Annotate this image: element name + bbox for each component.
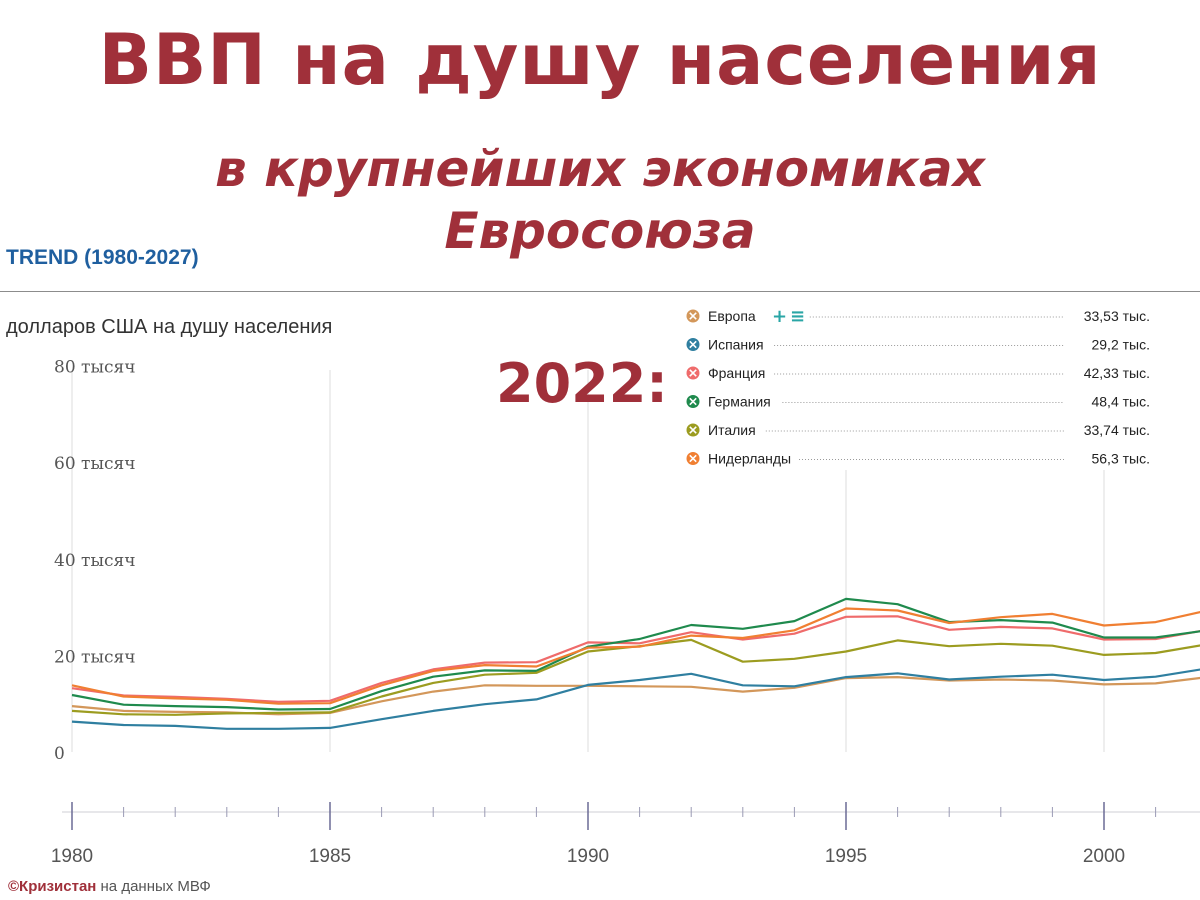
series-line-5 [71, 607, 1200, 705]
x-tick-label: 1985 [309, 846, 351, 867]
series-line-3 [71, 597, 1200, 711]
series-line-2 [71, 615, 1200, 703]
legend-value: 33,53 тыс. [1084, 308, 1150, 324]
legend-item[interactable]: Нидерланды 56,3 тыс. [686, 451, 1151, 467]
legend-item[interactable]: Европа 33,53 тыс. + ≡ [686, 306, 1151, 327]
legend-remove-icon [689, 426, 697, 434]
source-credit: ©Кризистан на данных МВФ [8, 878, 211, 895]
add-icon[interactable]: + [772, 306, 787, 327]
units-label: долларов США на душу населения [6, 316, 333, 338]
legend-label: Франция [708, 365, 765, 381]
legend-item[interactable]: Испания 29,2 тыс. [686, 337, 1151, 353]
legend-value: 42,33 тыс. [1084, 365, 1150, 381]
x-axis: 198019851990199520002005201020152020 [51, 802, 1200, 867]
legend-item[interactable]: Германия 48,4 тыс. [686, 394, 1151, 410]
y-tick-label: 0 [54, 744, 65, 764]
x-tick-label: 1990 [567, 846, 609, 867]
legend-value: 29,2 тыс. [1091, 337, 1150, 353]
x-tick-label: 1980 [51, 846, 93, 867]
legend-remove-icon [689, 397, 697, 406]
y-tick-label: 20 тысяч [54, 647, 135, 667]
subtitle-line-1: в крупнейших экономиках [215, 140, 985, 198]
legend-remove-icon [689, 369, 697, 377]
y-axis-labels: 80 тысяч 60 тысяч 40 тысяч 20 тысяч 0 [54, 358, 135, 764]
legend-label: Нидерланды [708, 451, 791, 467]
legend-background [676, 300, 1156, 470]
series-line-1 [71, 668, 1200, 730]
y-tick-label: 80 тысяч [54, 358, 135, 378]
legend-value: 33,74 тыс. [1084, 422, 1150, 438]
trend-label: TREND (1980-2027) [6, 246, 199, 269]
header-divider [0, 291, 1200, 292]
legend-value: 56,3 тыс. [1091, 451, 1150, 467]
legend-item[interactable]: Франция 42,33 тыс. [686, 365, 1151, 381]
legend-remove-icon [689, 454, 697, 463]
legend-item[interactable]: Италия 33,74 тыс. [686, 422, 1151, 438]
x-tick-label: 1995 [825, 846, 867, 867]
legend-value: 48,4 тыс. [1091, 394, 1150, 410]
series-line-4 [71, 638, 1200, 716]
page-subtitle: в крупнейших экономиках Евросоюза [0, 138, 1200, 262]
legend-label: Европа [708, 308, 756, 324]
series-lines [71, 597, 1200, 730]
legend-label: Италия [708, 422, 756, 438]
series-line-0 [71, 675, 1200, 716]
source-text: на данных МВФ [96, 878, 211, 895]
x-tick-label: 2000 [1083, 846, 1125, 867]
legend-remove-icon [689, 340, 697, 349]
subtitle-line-2: Евросоюза [444, 202, 756, 260]
highlight-year: 2022: [496, 352, 668, 415]
y-tick-label: 60 тысяч [54, 454, 135, 474]
legend-label: Испания [708, 337, 764, 353]
legend-remove-icon [689, 312, 697, 320]
legend: Европа 33,53 тыс. + ≡ Испания 29,2 тыс. Франци… [676, 300, 1156, 470]
legend-label: Германия [708, 394, 771, 410]
list-icon[interactable]: ≡ [790, 306, 805, 327]
y-tick-label: 40 тысяч [54, 551, 135, 571]
page-title: ВВП на душу населения [98, 19, 1102, 101]
source-brand: ©Кризистан [8, 878, 97, 895]
